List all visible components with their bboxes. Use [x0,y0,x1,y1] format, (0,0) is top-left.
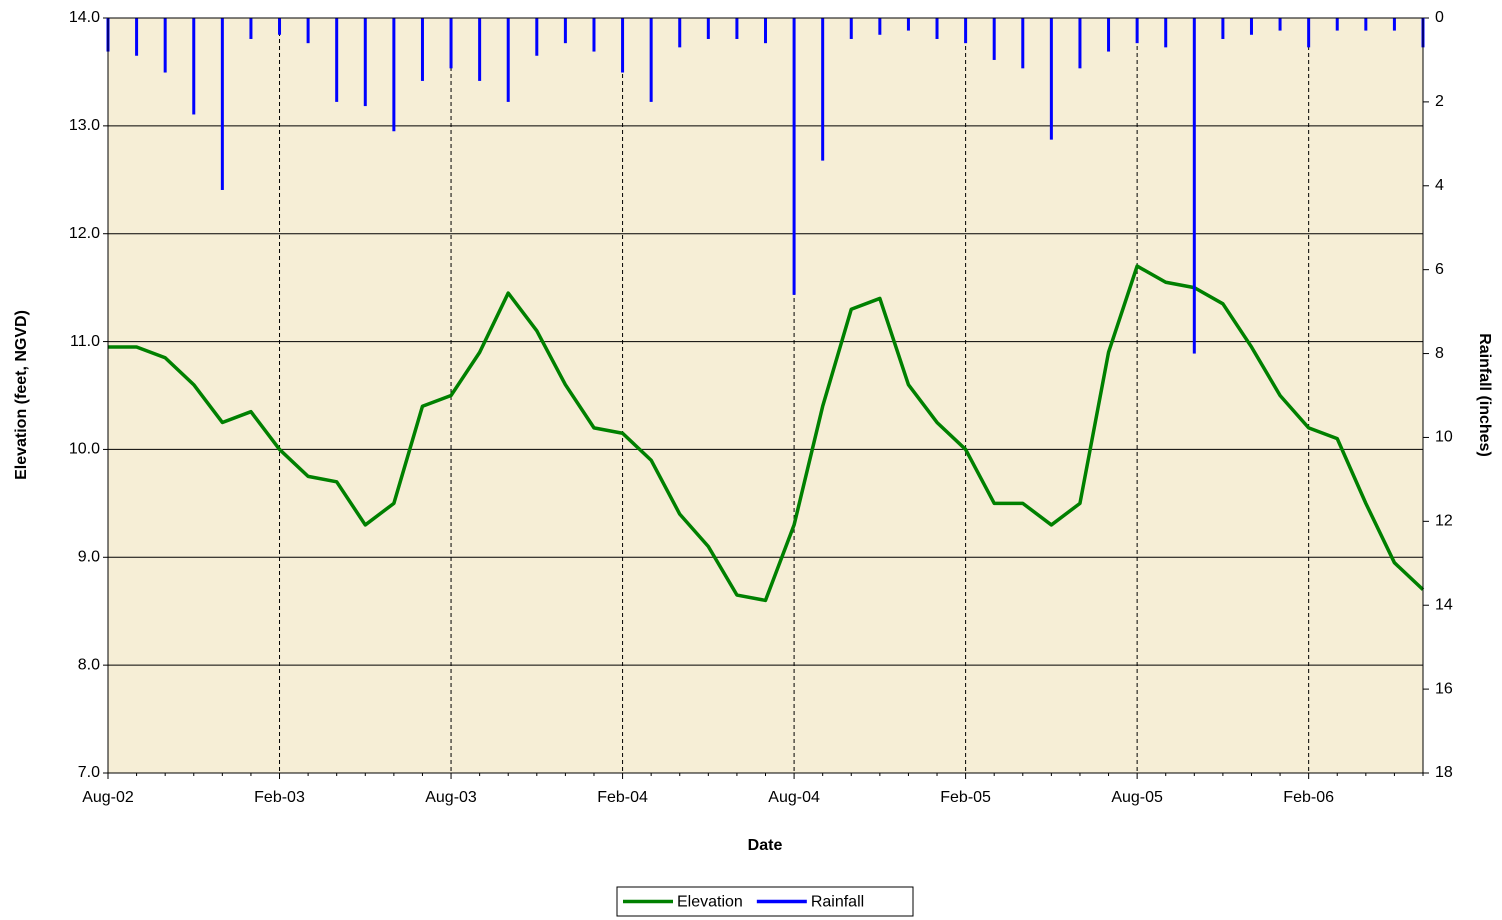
y2-tick-label: 8 [1435,345,1444,362]
y-tick-label: 11.0 [70,333,100,350]
rain-bar [1049,18,1053,140]
rain-bar [163,18,167,73]
rain-bar [878,18,882,35]
rain-bar [392,18,396,132]
y-tick-label: 7.0 [78,764,100,781]
rain-bar [706,18,710,39]
y-tick-label: 10.0 [69,441,100,458]
legend-label: Elevation [677,894,743,911]
rain-bar [1278,18,1282,31]
rain-bar [506,18,510,102]
x-tick-label: Feb-04 [597,789,648,806]
rain-bar [1164,18,1168,48]
y2-tick-label: 0 [1435,9,1444,26]
rain-bar [792,18,796,295]
rain-bar [335,18,339,102]
y2-tick-label: 16 [1435,680,1453,697]
rain-bar [1078,18,1082,69]
rain-bar [449,18,453,69]
y2-tick-label: 6 [1435,261,1444,278]
rain-bar [1335,18,1339,31]
rain-bar [764,18,767,44]
y-tick-label: 8.0 [78,656,100,673]
rain-bar [535,18,539,56]
rain-bar [1249,18,1253,35]
rain-bar [135,18,139,56]
x-tick-label: Aug-04 [768,789,820,806]
legend-label: Rainfall [811,894,864,911]
elevation-line [108,264,1425,603]
rain-bar [1192,18,1196,354]
rain-bar [1107,18,1111,52]
rain-bar [592,18,596,52]
rain-bar [935,18,939,39]
rain-bar [563,18,567,44]
rain-bar [821,18,825,161]
rain-bar [906,18,910,31]
rain-bar [964,18,968,44]
y2-tick-label: 2 [1435,93,1444,110]
rain-bar [621,18,625,73]
x-tick-label: Aug-02 [82,789,134,806]
y-axis-label: Elevation (feet, NGVD) [13,310,30,480]
plot-border [107,17,1424,774]
rain-bar [249,18,253,39]
y-tick-label: 9.0 [78,549,100,566]
y2-tick-label: 10 [1435,429,1453,446]
rain-bar [1307,18,1311,48]
y2-tick-label: 14 [1435,596,1453,613]
rain-bar [478,18,482,81]
rain-bar [363,18,367,107]
rain-bar [306,18,310,44]
x-tick-label: Aug-03 [425,789,477,806]
rain-bar [420,18,424,81]
x-tick-label: Feb-03 [254,789,305,806]
rain-bar [1364,18,1368,31]
rain-bar [1135,18,1139,44]
rain-bar [220,18,224,190]
y-tick-label: 13.0 [69,117,100,134]
rain-bar [1392,18,1396,31]
x-axis-label: Date [748,837,783,854]
rain-bar [992,18,996,60]
y2-tick-label: 4 [1435,177,1444,194]
rain-bar [649,18,653,102]
rain-bar [1021,18,1025,69]
x-tick-label: Feb-06 [1283,789,1334,806]
rain-bar [849,18,853,39]
rain-bar [1221,18,1225,39]
rain-bar [735,18,739,39]
y2-tick-label: 12 [1435,513,1453,530]
plot-area [108,18,1423,773]
y2-tick-label: 18 [1435,764,1453,781]
x-tick-label: Aug-05 [1111,789,1163,806]
rain-bar [278,18,282,35]
y2-axis-label: Rainfall (inches) [1476,333,1493,457]
rain-bar [192,18,196,115]
y-tick-label: 14.0 [69,9,100,26]
x-tick-label: Feb-05 [940,789,991,806]
rain-bar [678,18,682,48]
y-tick-label: 12.0 [69,225,100,242]
